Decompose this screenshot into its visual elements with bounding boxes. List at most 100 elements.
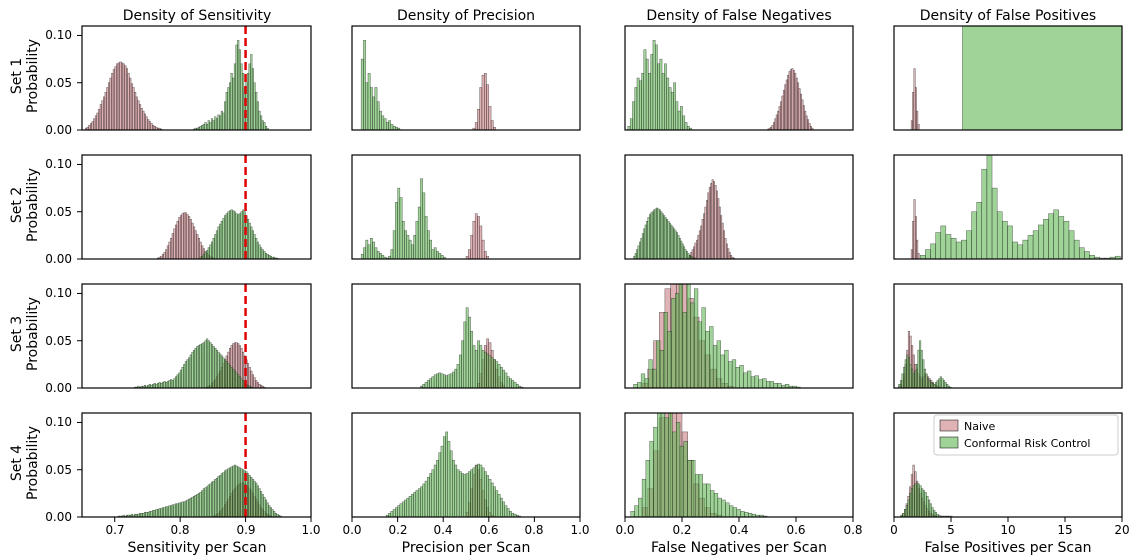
histogram-bar xyxy=(678,237,681,259)
histogram-bar xyxy=(1012,241,1018,259)
xtick-label: 0.8 xyxy=(843,523,862,537)
panel-bars xyxy=(386,431,521,517)
histogram-bar xyxy=(417,206,421,259)
series-crc xyxy=(386,431,521,517)
histogram-bar xyxy=(142,110,145,130)
histogram-bar xyxy=(470,235,474,259)
histogram-bar xyxy=(420,178,423,259)
histogram-bar xyxy=(935,232,941,259)
histogram-bar xyxy=(411,244,414,259)
histogram-bar xyxy=(240,211,243,259)
histogram-bar xyxy=(395,507,398,517)
histogram-bar xyxy=(363,39,366,130)
histogram-bar xyxy=(191,222,194,259)
histogram-bar xyxy=(148,511,151,517)
histogram-bar xyxy=(440,445,444,517)
histogram-bar xyxy=(919,485,922,517)
histogram-bar xyxy=(909,493,912,517)
histogram-bar xyxy=(454,464,458,517)
histogram-bar xyxy=(490,482,494,517)
histogram-bar xyxy=(181,501,184,517)
histogram-bar xyxy=(88,125,91,130)
histogram-bar xyxy=(732,507,738,517)
histogram-bar xyxy=(931,383,934,388)
histogram-bar xyxy=(265,499,268,517)
histogram-bar xyxy=(193,349,196,388)
histogram-bar xyxy=(433,247,437,259)
histogram-bar xyxy=(101,100,104,130)
histogram-bar xyxy=(916,482,919,517)
panel-r4-c3 xyxy=(624,412,854,522)
histogram-bar xyxy=(481,349,485,388)
panel-frame xyxy=(351,283,581,389)
panel-bars xyxy=(85,39,269,130)
histogram-bar xyxy=(256,241,259,259)
histogram-bar xyxy=(438,452,442,517)
histogram-bar xyxy=(914,370,917,388)
histogram-bar xyxy=(986,155,993,259)
histogram-bar xyxy=(1073,239,1080,259)
histogram-bar xyxy=(735,367,740,388)
histogram-bar xyxy=(178,372,181,388)
histogram-bar xyxy=(406,235,410,259)
histogram-bar xyxy=(235,465,238,517)
histogram-bar xyxy=(273,511,276,517)
histogram-bar xyxy=(472,467,476,517)
histogram-bar xyxy=(780,101,782,130)
histogram-bar xyxy=(238,213,241,259)
histogram-bar xyxy=(201,343,204,388)
histogram-bar xyxy=(253,82,256,130)
histogram-bar xyxy=(778,106,781,130)
histogram-bar xyxy=(238,49,241,130)
histogram-bar xyxy=(811,127,814,130)
histogram-bar xyxy=(808,123,811,130)
series-crc xyxy=(193,39,269,130)
histogram-bar xyxy=(657,413,662,517)
histogram-bar xyxy=(907,499,910,517)
histogram-bar xyxy=(238,467,241,517)
histogram-bar xyxy=(188,498,191,517)
histogram-bar xyxy=(399,197,403,259)
histogram-bar xyxy=(215,230,218,259)
histogram-bar xyxy=(790,69,792,130)
histogram-bar xyxy=(155,509,158,517)
histogram-bar xyxy=(680,106,683,130)
histogram-bar xyxy=(914,483,917,517)
histogram-bar xyxy=(130,83,133,130)
panel-frame xyxy=(624,283,854,389)
histogram-bar xyxy=(925,373,928,388)
histogram-bar xyxy=(917,349,920,388)
histogram-bar xyxy=(392,509,396,517)
panel-frame xyxy=(893,154,1123,260)
histogram-bar xyxy=(91,121,94,130)
histogram-bar xyxy=(411,494,414,517)
histogram-bar xyxy=(481,467,485,517)
histogram-bar xyxy=(465,307,469,388)
histogram-bar xyxy=(253,480,256,517)
histogram-bar xyxy=(694,242,697,259)
histogram-bar xyxy=(452,371,455,388)
panel-frame xyxy=(81,154,312,260)
histogram-bar xyxy=(1027,235,1034,259)
histogram-bar xyxy=(470,331,474,388)
histogram-bar xyxy=(184,212,187,259)
histogram-bar xyxy=(495,490,499,517)
histogram-bar xyxy=(201,125,204,130)
histogram-bar xyxy=(222,112,225,130)
histogram-bar xyxy=(909,364,912,388)
histogram-bar xyxy=(513,382,517,388)
histogram-bar xyxy=(191,496,194,517)
histogram-bar xyxy=(962,26,1122,130)
series-crc xyxy=(962,26,1122,130)
histogram-bar xyxy=(242,209,245,259)
histogram-bar xyxy=(261,249,264,259)
histogram-bar xyxy=(687,253,690,259)
histogram-bar xyxy=(928,499,931,517)
histogram-bar xyxy=(217,351,220,388)
ytick-label: 0.05 xyxy=(45,76,72,90)
histogram-bar xyxy=(427,230,430,259)
histogram-bar xyxy=(701,307,706,388)
xtick-label: 0.6 xyxy=(786,523,805,537)
series-crc xyxy=(420,307,524,388)
histogram-bar xyxy=(652,368,657,388)
